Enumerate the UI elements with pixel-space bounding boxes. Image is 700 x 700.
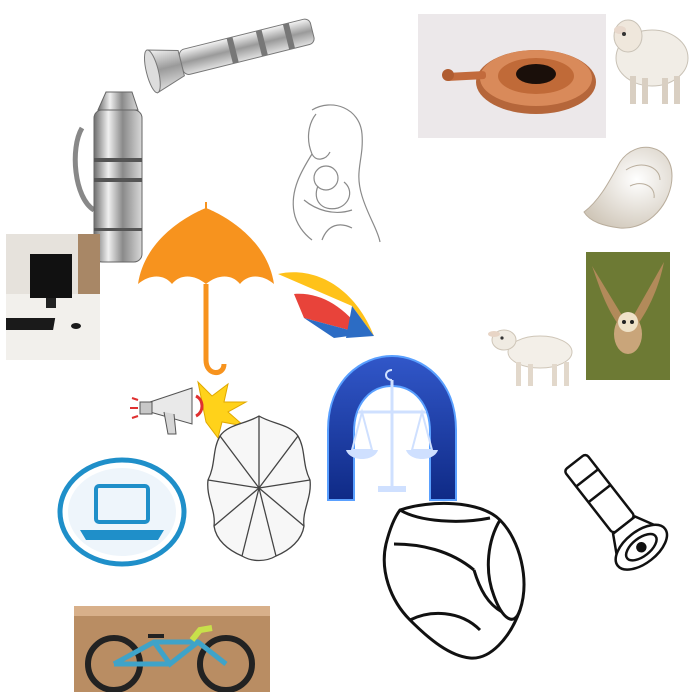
bicycle-image [74,606,270,692]
conch-outline-image [380,500,532,664]
megaphone-image [128,378,252,442]
umbrella-top-view-image [206,414,312,562]
owl-flying-image [586,252,670,380]
laptop-circle-icon [56,456,188,568]
lamb-image [486,318,580,390]
mother-child-sketch [282,100,382,244]
steel-water-jug-image [72,88,146,266]
libra-scales-image [322,350,462,506]
flashlight-outline-image [548,440,674,580]
sheep-image [606,6,692,110]
copper-plate-image [418,14,606,138]
colorful-umbrella-image [274,266,382,342]
desktop-computer-image [6,234,100,360]
silver-torch-image [140,8,320,96]
orange-umbrella-image [136,200,276,382]
conch-shell-photo [580,140,676,234]
